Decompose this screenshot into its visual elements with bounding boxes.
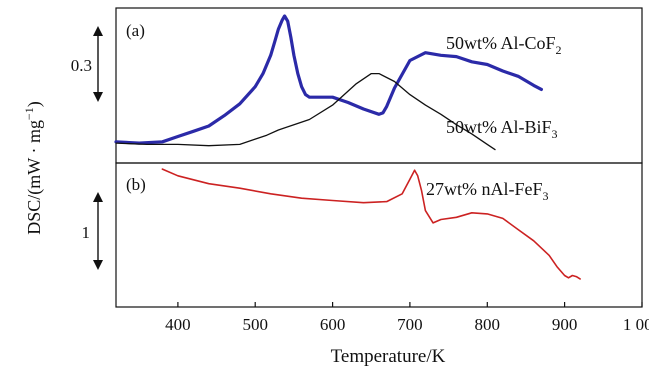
panel-a-series-lines — [114, 14, 543, 151]
panel-a-scale-bar-arrow-up — [93, 26, 103, 36]
panel-b-frame — [115, 162, 643, 308]
x-tick-label: 700 — [397, 315, 423, 334]
legend-label-series-a0: 50wt% Al-CoF2 — [446, 33, 562, 57]
panel-b-label: (b) — [126, 175, 146, 194]
legend-label-series-b0: 27wt% nAl-FeF3 — [426, 179, 549, 203]
legend-label-series-a1: 50wt% Al-BiF3 — [446, 117, 558, 141]
panel-a-scale-bar-arrow-down — [93, 92, 103, 102]
x-tick-label: 800 — [475, 315, 501, 334]
x-tick-label: 900 — [552, 315, 578, 334]
series-line-a1 — [115, 72, 496, 151]
series-line-a0 — [114, 14, 543, 145]
panel-b-scale-bar-arrow-up — [93, 192, 103, 202]
x-tick-label: 600 — [320, 315, 346, 334]
series-line-b0 — [161, 168, 581, 280]
panel-b-scale-bar-label: 1 — [82, 223, 91, 242]
x-tick-label: 400 — [165, 315, 191, 334]
panel-b: (b) 1 27wt% nAl-FeF3 — [82, 162, 643, 308]
panel-a-frame — [115, 7, 643, 164]
panel-a: (a) 0.3 50wt% Al-CoF2 50wt% Al-BiF3 — [71, 7, 643, 164]
x-axis-title: Temperature/K — [331, 346, 446, 367]
x-tick-label: 1 000 — [623, 315, 649, 334]
y-axis-title: DSC/(mW · mg−1) — [22, 101, 45, 234]
panel-b-scale-bar: 1 — [82, 192, 103, 270]
panel-a-scale-bar: 0.3 — [71, 26, 103, 102]
panel-b-scale-bar-arrow-down — [93, 260, 103, 270]
panel-a-scale-bar-label: 0.3 — [71, 56, 92, 75]
x-axis: 400 500 600 700 800 900 1 000 — [165, 302, 649, 334]
panel-a-label: (a) — [126, 21, 145, 40]
x-tick-label: 500 — [242, 315, 268, 334]
panel-b-series-lines — [161, 168, 581, 280]
